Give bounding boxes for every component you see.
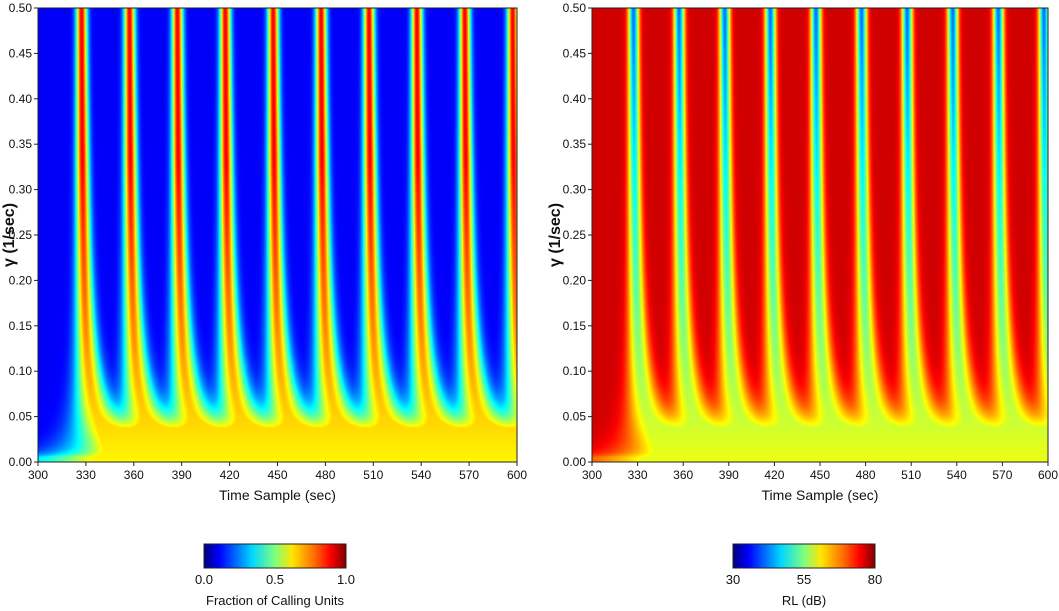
x-tick-label: 300: [582, 468, 602, 482]
x-tick-label: 600: [1038, 468, 1058, 482]
x-tick-label: 360: [124, 468, 144, 482]
left-heatmap-canvas: [38, 8, 517, 462]
y-tick-label: 0.25: [563, 228, 587, 242]
x-tick-label: 420: [220, 468, 240, 482]
y-tick-label: 0.45: [9, 46, 33, 60]
y-tick-label: 0.00: [9, 455, 33, 469]
right-colorbar-ticks: 30 55 80: [726, 572, 882, 587]
y-tick-label: 0.35: [9, 137, 33, 151]
colorbar-tick-label: 30: [726, 572, 740, 587]
right-panel: 300 330 360 390 420 450 480 510 540 570 600 0.00 0.0…: [547, 1, 1058, 608]
y-tick-label: 0.10: [9, 364, 33, 378]
y-tick-label: 0.35: [563, 137, 587, 151]
right-x-axis-label: Time Sample (sec): [762, 487, 879, 503]
left-colorbar: [203, 543, 347, 569]
x-tick-label: 420: [764, 468, 784, 482]
x-tick-label: 570: [459, 468, 479, 482]
x-tick-label: 330: [628, 468, 648, 482]
y-tick-label: 0.20: [563, 273, 587, 287]
right-y-axis-label: γ (1/sec): [547, 203, 564, 267]
x-tick-label: 300: [28, 468, 48, 482]
y-tick-label: 0.10: [563, 364, 587, 378]
left-y-axis-label: γ (1/sec): [1, 203, 18, 267]
y-tick-label: 0.30: [9, 183, 33, 197]
left-x-axis-label: Time Sample (sec): [219, 487, 336, 503]
left-axes: 300 330 360 390 420 450 480 510 540 570 600 0.00 0.0…: [9, 1, 528, 482]
y-tick-label: 0.45: [563, 46, 587, 60]
x-tick-label: 540: [411, 468, 431, 482]
y-tick-label: 0.50: [9, 1, 33, 15]
y-tick-label: 0.15: [563, 319, 587, 333]
x-tick-label: 480: [315, 468, 335, 482]
x-tick-label: 480: [856, 468, 876, 482]
y-tick-label: 0.50: [563, 1, 587, 15]
right-colorbar-label: RL (dB): [782, 593, 826, 608]
y-tick-label: 0.00: [563, 455, 587, 469]
y-tick-label: 0.40: [9, 92, 33, 106]
y-tick-label: 0.05: [563, 410, 587, 424]
left-colorbar-label: Fraction of Calling Units: [206, 593, 344, 608]
y-tick-label: 0.30: [563, 183, 587, 197]
x-tick-label: 600: [507, 468, 527, 482]
x-tick-label: 330: [76, 468, 96, 482]
y-tick-label: 0.25: [9, 228, 33, 242]
x-tick-label: 390: [719, 468, 739, 482]
colorbar-tick-label: 1.0: [337, 572, 355, 587]
y-tick-label: 0.20: [9, 273, 33, 287]
left-heatmap-frame: [38, 8, 517, 462]
x-tick-label: 390: [172, 468, 192, 482]
colorbar-tick-label: 0.5: [266, 572, 284, 587]
right-axes: 300 330 360 390 420 450 480 510 540 570 600 0.00 0.0…: [563, 1, 1059, 482]
right-colorbar: [732, 543, 876, 569]
x-tick-label: 450: [810, 468, 830, 482]
y-tick-label: 0.40: [563, 92, 587, 106]
x-tick-label: 450: [267, 468, 287, 482]
y-tick-label: 0.15: [9, 319, 33, 333]
x-tick-label: 570: [992, 468, 1012, 482]
x-tick-label: 510: [363, 468, 383, 482]
right-heatmap-canvas: [592, 8, 1048, 462]
x-tick-label: 540: [947, 468, 967, 482]
x-tick-label: 360: [673, 468, 693, 482]
y-tick-label: 0.05: [9, 410, 33, 424]
left-panel: 300 330 360 390 420 450 480 510 540 570 600 0.00 0.0…: [1, 1, 527, 608]
colorbar-tick-label: 55: [797, 572, 811, 587]
x-tick-label: 510: [901, 468, 921, 482]
colorbar-tick-label: 0.0: [195, 572, 213, 587]
right-heatmap-frame: [592, 8, 1048, 462]
left-colorbar-ticks: 0.0 0.5 1.0: [195, 572, 355, 587]
colorbar-tick-label: 80: [868, 572, 882, 587]
